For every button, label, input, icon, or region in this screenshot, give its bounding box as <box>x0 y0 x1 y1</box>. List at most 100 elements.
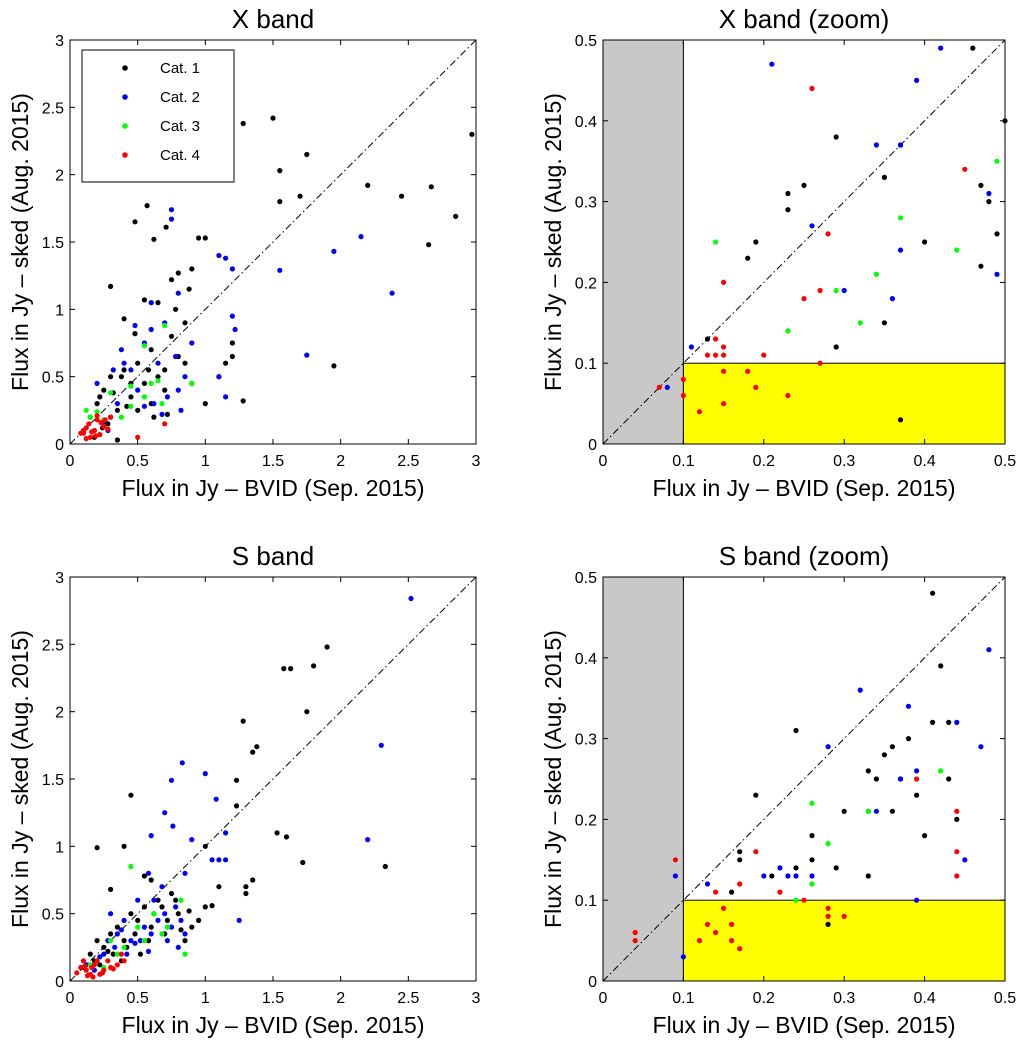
data-point <box>737 946 743 952</box>
data-point <box>825 841 831 847</box>
data-point <box>331 248 337 254</box>
data-point <box>897 142 904 148</box>
data-point <box>428 184 434 190</box>
data-point <box>148 347 154 353</box>
series-3 <box>713 158 1000 334</box>
data-point <box>785 392 791 399</box>
y-tick-label: 2.5 <box>42 637 64 654</box>
data-point <box>408 595 414 602</box>
data-point <box>304 151 310 158</box>
data-point <box>873 142 880 148</box>
data-point <box>108 938 114 944</box>
data-point <box>145 870 152 876</box>
data-point <box>785 190 791 197</box>
data-point <box>202 401 208 407</box>
data-point <box>83 436 89 442</box>
data-point <box>202 904 208 910</box>
data-point <box>173 353 179 360</box>
data-point <box>229 340 235 346</box>
data-point <box>841 287 847 294</box>
data-point <box>680 954 687 960</box>
x-tick-label: 3 <box>472 990 481 1007</box>
data-point <box>105 421 111 427</box>
data-point <box>453 213 459 219</box>
data-point <box>74 970 80 976</box>
y-tick-label: 2.5 <box>42 100 64 117</box>
data-point <box>825 913 831 920</box>
data-point <box>114 931 120 937</box>
x-tick-label: 0.1 <box>672 453 694 470</box>
legend-marker <box>122 123 128 129</box>
data-point <box>186 286 192 292</box>
x-tick-label: 0.4 <box>913 990 935 1007</box>
x-tick-label: 2 <box>336 453 345 470</box>
data-point <box>121 938 127 944</box>
data-point <box>994 158 1000 164</box>
x-tick-label: 0 <box>66 990 75 1007</box>
chart-title: S band (zoom) <box>719 541 890 571</box>
data-point <box>793 865 799 871</box>
data-point <box>121 843 127 849</box>
data-point <box>954 849 960 855</box>
data-point <box>281 666 287 672</box>
data-point <box>135 360 141 366</box>
axes-frame <box>602 576 1006 982</box>
data-point <box>128 403 134 409</box>
data-point <box>914 768 920 774</box>
series-4 <box>632 776 960 952</box>
data-point <box>87 951 93 957</box>
data-point <box>168 777 175 783</box>
data-point <box>809 833 815 839</box>
data-point <box>243 890 249 897</box>
data-point <box>89 964 95 971</box>
data-point <box>189 837 195 843</box>
data-point <box>173 897 179 903</box>
data-point <box>168 207 175 213</box>
data-point <box>83 407 89 413</box>
y-tick-label: 0.4 <box>575 651 597 668</box>
data-point <box>962 166 968 172</box>
data-point <box>825 231 831 237</box>
data-point <box>202 771 208 777</box>
data-point <box>873 776 880 782</box>
x-tick-label: 2 <box>336 990 345 1007</box>
data-point <box>114 407 120 413</box>
data-point <box>141 924 147 930</box>
x-tick-label: 0.3 <box>833 453 855 470</box>
data-point <box>704 336 711 342</box>
data-point <box>841 808 847 814</box>
data-point <box>128 911 134 917</box>
data-point <box>930 719 936 726</box>
data-point <box>101 944 107 950</box>
data-point <box>793 873 799 879</box>
y-tick-label: 3 <box>55 33 64 50</box>
data-point <box>745 368 751 374</box>
data-point <box>128 792 134 798</box>
data-point <box>151 236 157 242</box>
y-tick-label: 0.5 <box>575 570 597 587</box>
data-point <box>914 77 920 83</box>
data-point <box>833 134 839 140</box>
data-point <box>164 394 170 400</box>
data-point <box>785 207 791 213</box>
data-point <box>175 290 181 296</box>
data-point <box>202 235 208 241</box>
y-tick-label: 1 <box>55 302 64 319</box>
y-axis-label: Flux in Jy – sked (Aug. 2015) <box>7 93 33 391</box>
data-point <box>114 437 120 443</box>
data-point <box>632 929 638 936</box>
data-point <box>121 917 127 924</box>
highlight-region <box>682 899 1006 982</box>
data-point <box>128 367 134 373</box>
data-point <box>97 962 103 968</box>
data-point <box>99 970 106 976</box>
data-point <box>365 182 371 188</box>
data-point <box>753 792 759 798</box>
data-point <box>954 808 960 814</box>
data-point <box>311 663 317 669</box>
chart-panel-x_zoom: 0 0.1 0.2 0.3 0.4 0.5 0 0.1 0.2 0.3 0.4 0.5 X band (… <box>540 4 1016 501</box>
x-tick-label: 0.2 <box>753 453 775 470</box>
data-point <box>151 401 157 407</box>
x-tick-label: 3 <box>472 453 481 470</box>
data-point <box>162 810 168 816</box>
